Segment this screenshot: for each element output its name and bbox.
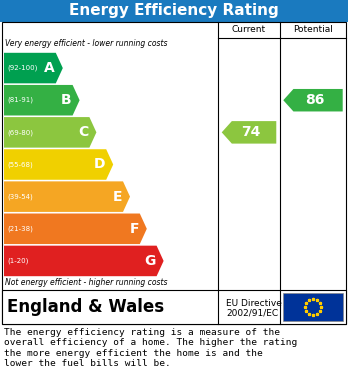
Text: D: D: [94, 158, 105, 172]
Text: England & Wales: England & Wales: [7, 298, 164, 316]
Polygon shape: [4, 149, 113, 180]
Polygon shape: [283, 89, 343, 111]
Bar: [2, 22, 346, 324]
Text: A: A: [44, 61, 55, 75]
Polygon shape: [4, 181, 130, 212]
Text: (92-100): (92-100): [7, 65, 37, 71]
Text: B: B: [61, 93, 72, 107]
Polygon shape: [4, 85, 80, 115]
Bar: [2, 290, 346, 324]
Text: (21-38): (21-38): [7, 226, 33, 232]
Text: Energy Efficiency Rating: Energy Efficiency Rating: [69, 4, 279, 18]
Text: Current: Current: [232, 25, 266, 34]
Text: (69-80): (69-80): [7, 129, 33, 136]
Bar: [283, 293, 343, 321]
Text: E: E: [112, 190, 122, 204]
Text: (55-68): (55-68): [7, 161, 33, 168]
Text: (81-91): (81-91): [7, 97, 33, 104]
Polygon shape: [4, 53, 63, 83]
Text: (1-20): (1-20): [7, 258, 29, 264]
Polygon shape: [4, 246, 164, 276]
Text: G: G: [144, 254, 156, 268]
Text: 74: 74: [241, 126, 261, 139]
Text: 2002/91/EC: 2002/91/EC: [226, 308, 278, 317]
Polygon shape: [4, 117, 96, 148]
Text: (39-54): (39-54): [7, 194, 33, 200]
Text: The energy efficiency rating is a measure of the
overall efficiency of a home. T: The energy efficiency rating is a measur…: [4, 328, 297, 368]
Text: C: C: [78, 126, 88, 139]
Text: EU Directive: EU Directive: [226, 298, 282, 307]
Text: Potential: Potential: [293, 25, 333, 34]
Polygon shape: [222, 121, 276, 143]
Text: 86: 86: [305, 93, 325, 107]
Text: Very energy efficient - lower running costs: Very energy efficient - lower running co…: [5, 39, 167, 48]
Polygon shape: [4, 213, 147, 244]
Text: Not energy efficient - higher running costs: Not energy efficient - higher running co…: [5, 278, 167, 287]
Bar: [0, 0, 348, 22]
Text: F: F: [129, 222, 139, 236]
